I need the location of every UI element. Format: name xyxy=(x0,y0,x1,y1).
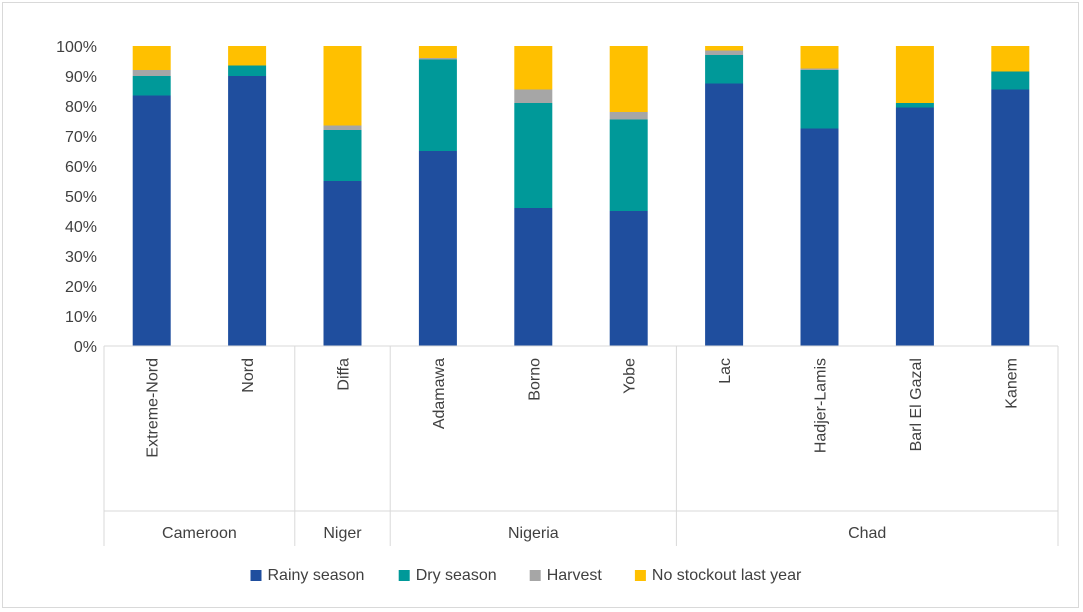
bar-segment-no-stockout-last-year xyxy=(132,46,171,70)
bar-segment-no-stockout-last-year xyxy=(895,46,934,103)
bar-segment-dry-season xyxy=(800,70,839,129)
bar-segment-harvest xyxy=(323,125,362,130)
y-tick-label: 60% xyxy=(65,159,97,176)
group-label: Cameroon xyxy=(162,525,237,542)
bar-segment-no-stockout-last-year xyxy=(991,46,1030,72)
legend-label: Rainy season xyxy=(268,567,365,584)
bar-segment-dry-season xyxy=(895,103,934,108)
y-tick-label: 80% xyxy=(65,99,97,116)
y-tick-label: 40% xyxy=(65,219,97,236)
bar-segment-no-stockout-last-year xyxy=(228,46,267,66)
bar-segment-dry-season xyxy=(418,59,457,151)
group-label: Chad xyxy=(848,525,886,542)
bar-segment-no-stockout-last-year xyxy=(514,46,553,90)
bar-segment-dry-season xyxy=(323,130,362,181)
legend-label: No stockout last year xyxy=(652,567,802,584)
y-tick-label: 70% xyxy=(65,129,97,146)
category-label: Lac xyxy=(717,358,734,384)
category-label: Nord xyxy=(240,358,257,393)
bar-segment-rainy-season xyxy=(705,83,744,346)
category-label: Adamawa xyxy=(431,358,448,429)
legend-label: Harvest xyxy=(547,567,603,584)
bar-segment-dry-season xyxy=(228,65,267,76)
y-tick-label: 90% xyxy=(65,69,97,86)
bar-segment-dry-season xyxy=(705,55,744,84)
legend-swatch xyxy=(634,570,646,581)
y-tick-label: 50% xyxy=(65,189,97,206)
y-tick-label: 30% xyxy=(65,249,97,266)
legend-swatch xyxy=(250,570,262,581)
bar-segment-no-stockout-last-year xyxy=(705,46,744,51)
bar-segment-rainy-season xyxy=(609,211,648,346)
category-label: Extreme-Nord xyxy=(145,358,162,458)
bar-segment-harvest xyxy=(418,58,457,60)
category-label: Hadjer-Lamis xyxy=(813,358,830,453)
stacked-bar-chart: 0% 10% 20% 30% 40% 50% 60% 70% 80% 90% 100% Extreme… xyxy=(56,39,1059,584)
bar-segment-harvest xyxy=(514,89,553,103)
category-label: Diffa xyxy=(336,358,353,391)
group-label: Nigeria xyxy=(508,525,559,542)
bar-segment-rainy-season xyxy=(800,128,839,346)
bar-segment-harvest xyxy=(800,68,839,70)
y-tick-label: 100% xyxy=(56,39,97,56)
bar-segment-dry-season xyxy=(609,119,648,211)
bar-segment-rainy-season xyxy=(514,208,553,346)
category-label: Yobe xyxy=(622,358,639,394)
legend-swatch xyxy=(398,570,410,581)
y-tick-label: 0% xyxy=(74,339,97,356)
bar-segment-rainy-season xyxy=(991,89,1030,346)
bar-segment-harvest xyxy=(132,70,171,76)
bar-segment-no-stockout-last-year xyxy=(418,46,457,58)
category-label: Barl El Gazal xyxy=(908,358,925,451)
y-tick-label: 10% xyxy=(65,309,97,326)
bar-segment-no-stockout-last-year xyxy=(609,46,648,112)
bar-segment-rainy-season xyxy=(132,95,171,346)
bar-segment-no-stockout-last-year xyxy=(323,46,362,126)
category-label: Kanem xyxy=(1003,358,1020,409)
bar-segment-rainy-season xyxy=(895,107,934,346)
legend-swatch xyxy=(529,570,541,581)
bar-segment-dry-season xyxy=(991,71,1030,90)
bar-segment-rainy-season xyxy=(418,151,457,346)
legend-label: Dry season xyxy=(416,567,497,584)
bar-segment-rainy-season xyxy=(323,181,362,346)
bar-segment-rainy-season xyxy=(228,76,267,346)
bar-segment-dry-season xyxy=(132,76,171,96)
bar-segment-dry-season xyxy=(514,103,553,208)
y-tick-label: 20% xyxy=(65,279,97,296)
bar-segment-harvest xyxy=(705,50,744,55)
group-label: Niger xyxy=(323,525,362,542)
bar-segment-no-stockout-last-year xyxy=(800,46,839,69)
category-label: Borno xyxy=(526,358,543,401)
bar-segment-harvest xyxy=(609,112,648,120)
